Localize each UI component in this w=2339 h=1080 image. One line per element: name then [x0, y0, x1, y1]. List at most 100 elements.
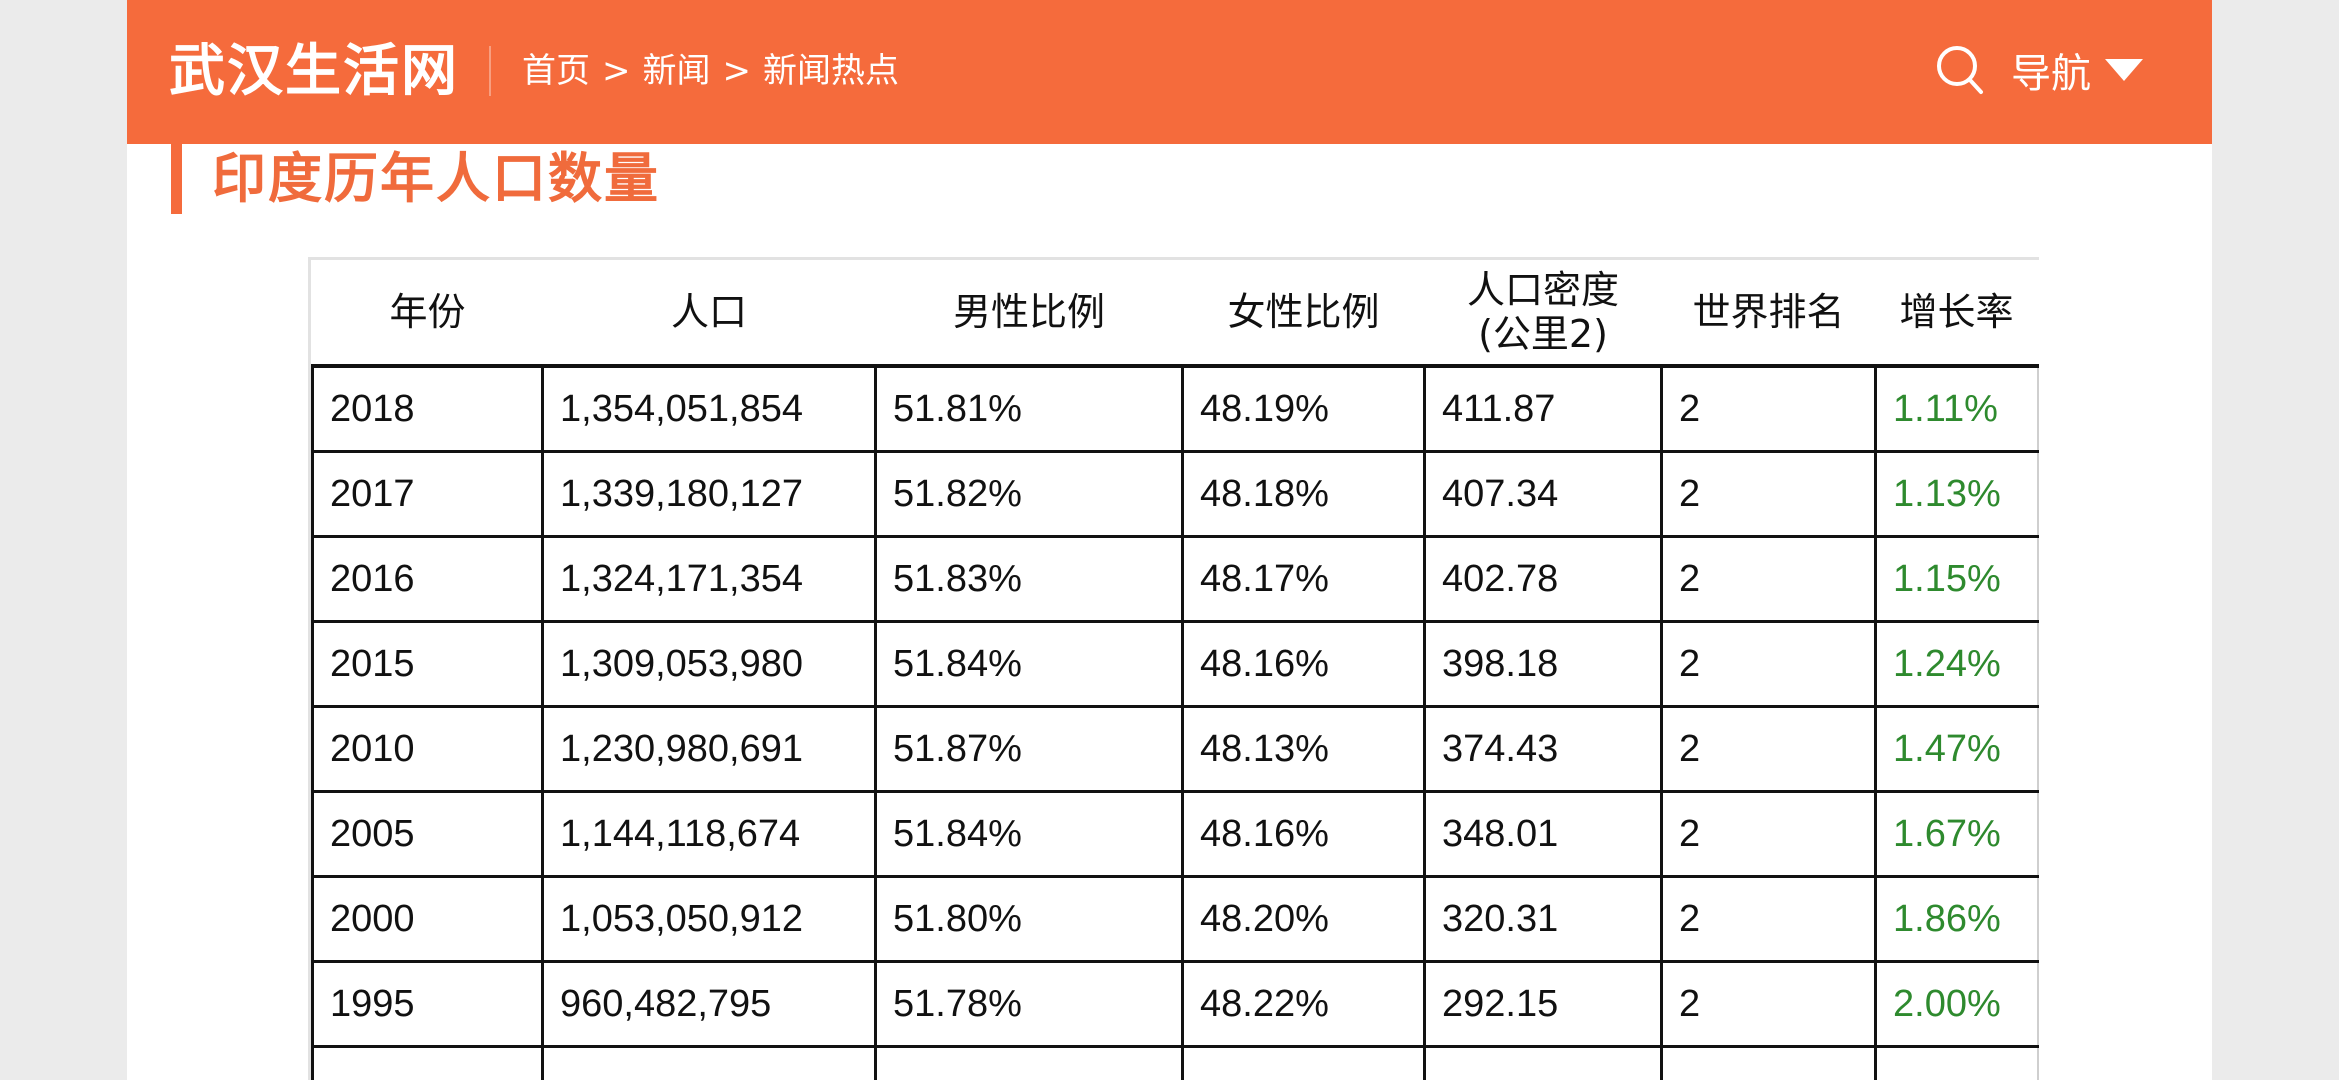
site-header: 武汉生活网 首页 > 新闻 > 新闻热点 导航 — [127, 0, 2212, 144]
cell-world-rank: 2 — [1660, 364, 1877, 453]
table-row: 2016 1,324,171,354 51.83% 48.17% 402.78 … — [311, 535, 2039, 623]
table-row: 2010 1,230,980,691 51.87% 48.13% 374.43 … — [311, 705, 2039, 793]
cell-empty — [874, 1045, 1184, 1080]
cell-world-rank: 2 — [1660, 620, 1877, 708]
cell-male-ratio: 51.81% — [874, 364, 1184, 453]
cell-female-ratio: 48.16% — [1181, 790, 1426, 878]
cell-male-ratio: 51.84% — [874, 790, 1184, 878]
caret-down-icon — [2105, 59, 2143, 81]
cell-year: 2015 — [311, 620, 544, 708]
cell-population: 960,482,795 — [541, 960, 877, 1048]
column-header-female-ratio: 女性比例 — [1182, 260, 1425, 368]
cell-year: 2005 — [311, 790, 544, 878]
cell-male-ratio: 51.80% — [874, 875, 1184, 963]
cell-growth-rate: 1.24% — [1874, 620, 2039, 708]
cell-density: 402.78 — [1423, 535, 1663, 623]
search-icon[interactable] — [1935, 44, 1985, 96]
cell-empty — [1181, 1045, 1426, 1080]
cell-empty — [541, 1045, 877, 1080]
cell-empty — [1874, 1045, 2039, 1080]
breadcrumb-home[interactable]: 首页 — [522, 51, 590, 91]
cell-world-rank: 2 — [1660, 960, 1877, 1048]
cell-growth-rate: 1.86% — [1874, 875, 2039, 963]
cell-population: 1,309,053,980 — [541, 620, 877, 708]
cell-world-rank: 2 — [1660, 705, 1877, 793]
cell-female-ratio: 48.17% — [1181, 535, 1426, 623]
page: 武汉生活网 首页 > 新闻 > 新闻热点 导航 印度历年人口数量 — [127, 0, 2212, 1080]
column-header-year: 年份 — [312, 260, 543, 368]
cell-year: 2016 — [311, 535, 544, 623]
cell-year: 2010 — [311, 705, 544, 793]
table-row: 2000 1,053,050,912 51.80% 48.20% 320.31 … — [311, 875, 2039, 963]
density-header-line1: 人口密度 — [1466, 268, 1619, 312]
population-table-container: 年份 人口 男性比例 女性比例 人口密度 (公里2) 世界排名 增长率 2018… — [308, 257, 2039, 1080]
cell-population: 1,354,051,854 — [541, 364, 877, 453]
cell-growth-rate: 2.00% — [1874, 960, 2039, 1048]
breadcrumb-separator: > — [722, 51, 752, 91]
nav-label: 导航 — [2011, 51, 2091, 97]
table-header-row: 年份 人口 男性比例 女性比例 人口密度 (公里2) 世界排名 增长率 — [312, 260, 2038, 368]
column-header-world-rank: 世界排名 — [1661, 260, 1876, 368]
cell-male-ratio: 51.82% — [874, 450, 1184, 538]
cell-empty — [1423, 1045, 1663, 1080]
cell-female-ratio: 48.18% — [1181, 450, 1426, 538]
cell-density: 320.31 — [1423, 875, 1663, 963]
site-logo[interactable]: 武汉生活网 — [169, 39, 459, 104]
cell-male-ratio: 51.87% — [874, 705, 1184, 793]
density-header-line2: (公里2) — [1478, 312, 1608, 356]
header-divider — [489, 46, 491, 96]
cell-year: 2018 — [311, 364, 544, 453]
cell-world-rank: 2 — [1660, 450, 1877, 538]
cell-female-ratio: 48.19% — [1181, 364, 1426, 453]
table-row: 1995 960,482,795 51.78% 48.22% 292.15 2 … — [311, 960, 2039, 1048]
cell-population: 1,339,180,127 — [541, 450, 877, 538]
cell-population: 1,230,980,691 — [541, 705, 877, 793]
cell-growth-rate: 1.13% — [1874, 450, 2039, 538]
cell-female-ratio: 48.16% — [1181, 620, 1426, 708]
cell-growth-rate: 1.67% — [1874, 790, 2039, 878]
table-row: 2015 1,309,053,980 51.84% 48.16% 398.18 … — [311, 620, 2039, 708]
population-table: 年份 人口 男性比例 女性比例 人口密度 (公里2) 世界排名 增长率 2018… — [311, 260, 2039, 1080]
cell-population: 1,144,118,674 — [541, 790, 877, 878]
page-title: 印度历年人口数量 — [212, 147, 660, 210]
cell-growth-rate: 1.47% — [1874, 705, 2039, 793]
cell-density: 374.43 — [1423, 705, 1663, 793]
nav-menu-button[interactable]: 导航 — [2011, 40, 2143, 100]
cell-year: 1995 — [311, 960, 544, 1048]
column-header-population: 人口 — [542, 260, 876, 368]
cell-density: 398.18 — [1423, 620, 1663, 708]
cell-density: 348.01 — [1423, 790, 1663, 878]
cell-year: 2017 — [311, 450, 544, 538]
table-row: 2017 1,339,180,127 51.82% 48.18% 407.34 … — [311, 450, 2039, 538]
cell-empty — [311, 1045, 544, 1080]
cell-male-ratio: 51.83% — [874, 535, 1184, 623]
table-row: 2018 1,354,051,854 51.81% 48.19% 411.87 … — [311, 364, 2039, 453]
cell-density: 292.15 — [1423, 960, 1663, 1048]
table-row: 2005 1,144,118,674 51.84% 48.16% 348.01 … — [311, 790, 2039, 878]
cell-female-ratio: 48.13% — [1181, 705, 1426, 793]
cell-male-ratio: 51.84% — [874, 620, 1184, 708]
cell-density: 407.34 — [1423, 450, 1663, 538]
cell-population: 1,324,171,354 — [541, 535, 877, 623]
column-header-male-ratio: 男性比例 — [875, 260, 1183, 368]
cell-world-rank: 2 — [1660, 535, 1877, 623]
breadcrumb: 首页 > 新闻 > 新闻热点 — [522, 48, 899, 94]
cell-female-ratio: 48.22% — [1181, 960, 1426, 1048]
breadcrumb-news[interactable]: 新闻 — [642, 51, 711, 91]
cell-growth-rate: 1.15% — [1874, 535, 2039, 623]
cell-world-rank: 2 — [1660, 875, 1877, 963]
column-header-growth-rate: 增长率 — [1875, 260, 2038, 368]
cell-empty — [1660, 1045, 1877, 1080]
table-row-partial — [311, 1045, 2039, 1080]
cell-world-rank: 2 — [1660, 790, 1877, 878]
breadcrumb-separator: > — [602, 51, 631, 91]
cell-density: 411.87 — [1423, 364, 1663, 453]
column-header-density: 人口密度 (公里2) — [1424, 260, 1662, 368]
cell-population: 1,053,050,912 — [541, 875, 877, 963]
breadcrumb-hot-news[interactable]: 新闻热点 — [763, 51, 899, 91]
cell-male-ratio: 51.78% — [874, 960, 1184, 1048]
title-accent-bar — [171, 144, 182, 214]
cell-year: 2000 — [311, 875, 544, 963]
cell-growth-rate: 1.11% — [1874, 364, 2039, 453]
cell-female-ratio: 48.20% — [1181, 875, 1426, 963]
